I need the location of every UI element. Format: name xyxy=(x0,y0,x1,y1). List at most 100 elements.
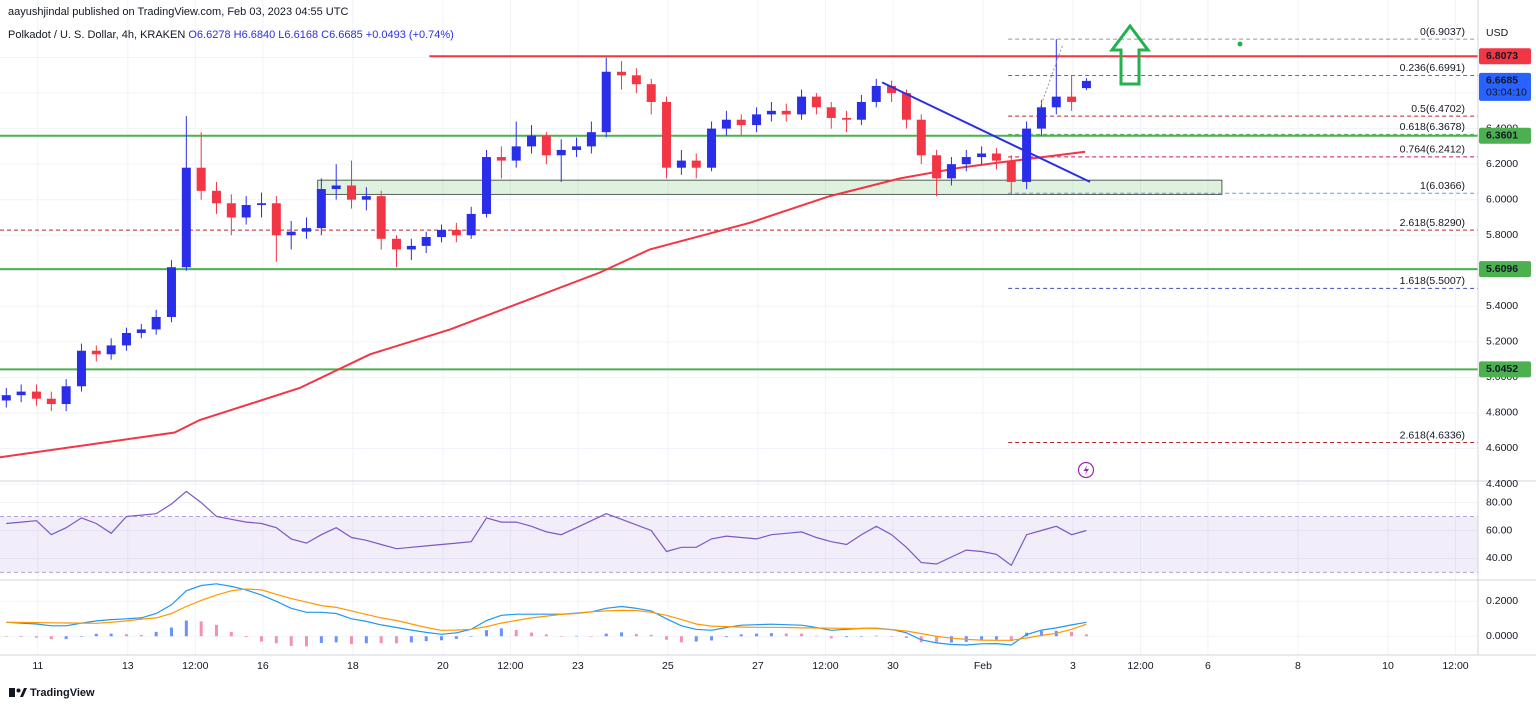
y-tick-label: 60.00 xyxy=(1486,524,1512,536)
x-tick-label: 12:00 xyxy=(182,660,208,672)
candle-body xyxy=(856,101,866,120)
macd-histogram-bar xyxy=(800,633,804,637)
fib-label: 1.618(5.5007) xyxy=(1400,275,1465,287)
macd-histogram-bar xyxy=(64,636,68,640)
macd-histogram-bar xyxy=(544,634,548,637)
y-tick-label: 5.8000 xyxy=(1486,229,1518,241)
ohlc-close: C6.6685 xyxy=(321,29,363,41)
x-tick-label: 11 xyxy=(32,660,43,672)
fib-label: 2.618(4.6336) xyxy=(1400,429,1465,441)
logo-part xyxy=(16,688,21,693)
fib-label: 0.5(6.4702) xyxy=(1411,103,1465,115)
candle-body xyxy=(572,146,582,150)
macd-histogram-bar xyxy=(440,636,444,641)
candle-body xyxy=(482,157,492,214)
macd-histogram-bar xyxy=(34,636,38,638)
candle-body xyxy=(932,155,942,179)
y-tick-label: 0.2000 xyxy=(1486,595,1518,607)
symbol: Polkadot / U. S. Dollar, 4h, KRAKEN xyxy=(8,29,185,41)
macd-histogram-bar xyxy=(184,620,188,637)
candle-body xyxy=(361,196,371,200)
footer-logo xyxy=(9,688,27,697)
macd-histogram-bar xyxy=(379,636,383,644)
macd-histogram-bar xyxy=(604,633,608,637)
macd-histogram-bar xyxy=(980,636,984,640)
price-badge-label: 5.6096 xyxy=(1486,263,1518,275)
candle-body xyxy=(301,228,311,232)
candle-body xyxy=(631,75,641,85)
macd-histogram-bar xyxy=(274,636,278,644)
candle-body xyxy=(61,386,71,405)
macd-histogram-bar xyxy=(874,635,878,637)
symbol-legend: Polkadot / U. S. Dollar, 4h, KRAKEN O6.6… xyxy=(8,29,454,41)
macd-histogram-bar xyxy=(890,636,894,637)
x-tick-label: 8 xyxy=(1295,660,1301,672)
macd-histogram-bar xyxy=(694,636,698,642)
macd-histogram-bar xyxy=(469,636,473,637)
x-tick-label: Feb xyxy=(974,660,992,672)
candle-body xyxy=(1,395,11,401)
ohlc-high: H6.6840 xyxy=(234,29,276,41)
axes: 11 13 12:00 16 18 20 12:00 23 25 27 12:00 30 Feb 3 12:… xyxy=(32,48,1531,672)
support-zone xyxy=(317,179,1223,195)
candle-body xyxy=(271,203,281,236)
x-tick-label: 12:00 xyxy=(1127,660,1153,672)
y-tick-label: 80.00 xyxy=(1486,496,1512,508)
fib-label: 0(6.9037) xyxy=(1420,26,1465,38)
candle-body xyxy=(256,203,266,206)
macd-histogram-bar xyxy=(949,636,953,643)
macd-signal-line xyxy=(6,588,1087,641)
candle-body xyxy=(901,93,911,120)
alert-bolt xyxy=(1083,465,1089,476)
candle-body xyxy=(766,110,776,115)
macd-histogram-bar xyxy=(499,628,503,637)
macd-histogram-bar xyxy=(620,632,624,637)
footer-brand: TradingView xyxy=(30,687,95,699)
price-badge-label: 6.3601 xyxy=(1486,129,1518,141)
x-tick-label: 16 xyxy=(257,660,269,672)
candle-body xyxy=(151,316,161,330)
candle-body xyxy=(826,107,836,118)
y-tick-label: 5.2000 xyxy=(1486,336,1518,348)
ohlc-open: O6.6278 xyxy=(188,29,230,41)
candle-body xyxy=(1081,80,1091,89)
published-line: aayushjindal published on TradingView.co… xyxy=(8,6,348,18)
rsi-band xyxy=(0,516,1478,573)
candle-body xyxy=(871,85,881,102)
candle-body xyxy=(136,329,146,333)
fib-anchor xyxy=(1039,43,1064,109)
candle-body xyxy=(1036,107,1046,129)
macd-histogram-bar xyxy=(124,634,128,637)
candle-body xyxy=(977,153,987,158)
candle-body xyxy=(797,96,807,115)
macd-histogram-bar xyxy=(829,636,833,639)
fib-label: 0.618(6.3678) xyxy=(1400,121,1465,133)
candle-body xyxy=(736,119,746,126)
ohlc-low: L6.6168 xyxy=(278,29,318,41)
x-tick-label: 10 xyxy=(1382,660,1394,672)
macd-histogram-bar xyxy=(530,632,534,637)
candle-body xyxy=(181,167,191,268)
y-tick-label: 0.0000 xyxy=(1486,630,1518,642)
macd-histogram-bar xyxy=(244,636,248,638)
macd-histogram-bar xyxy=(589,636,593,637)
trendline xyxy=(881,81,1091,183)
macd-histogram-bar xyxy=(319,636,323,643)
x-tick-label: 20 xyxy=(437,660,449,672)
price-badge xyxy=(1479,127,1531,144)
candle-body xyxy=(781,110,791,115)
candle-body xyxy=(707,128,717,168)
candle-body xyxy=(241,205,251,218)
annotations xyxy=(1039,23,1243,479)
candle-body xyxy=(166,267,176,317)
price-badge xyxy=(1479,48,1531,65)
candle-body xyxy=(437,229,447,238)
macd-histogram-bar xyxy=(859,636,863,637)
macd-histogram-bar xyxy=(79,636,83,637)
last-price-badge xyxy=(1479,72,1531,101)
macd-histogram-bar xyxy=(199,621,203,637)
grid xyxy=(0,0,1478,655)
macd-histogram-bar xyxy=(109,633,113,637)
candle-body xyxy=(451,229,461,236)
